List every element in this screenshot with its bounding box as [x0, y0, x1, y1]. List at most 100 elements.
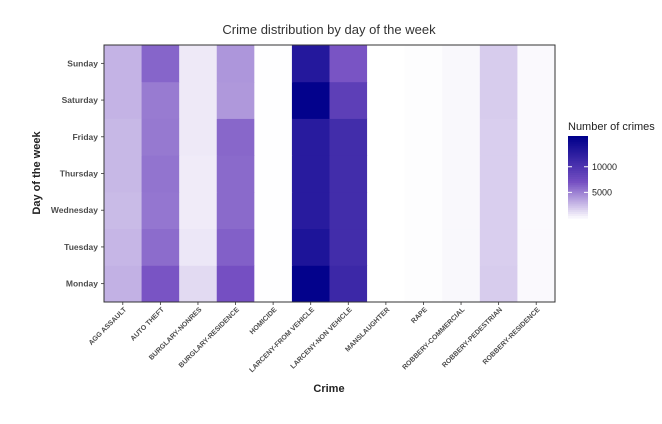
heatmap-cell [367, 155, 406, 193]
legend-colorbar-segment [568, 136, 588, 139]
heatmap-cell [404, 265, 443, 303]
heatmap-cell [517, 228, 556, 266]
heatmap-cell [479, 191, 518, 230]
legend-colorbar-segment [568, 195, 588, 199]
heatmap-cell [479, 228, 518, 266]
legend-colorbar-segment [568, 142, 588, 145]
legend-colorbar-segment [568, 156, 588, 160]
x-tick-label: LARCENY-FROM VEHICLE [248, 306, 316, 374]
heatmap-cell [329, 45, 368, 83]
legend-colorbar-segment [568, 158, 588, 162]
heatmap-cell [104, 45, 143, 83]
legend-colorbar-segment [568, 213, 588, 217]
legend-colorbar-segment [568, 160, 588, 164]
x-axis-ticks: AGG ASSAULT AUTO THEFTBURGLARY-NONRESBURG… [88, 302, 542, 374]
heatmap-cell [216, 228, 255, 266]
heatmap-cell [442, 45, 481, 83]
legend-colorbar-segment [568, 140, 588, 143]
heatmap-cell [517, 265, 556, 303]
heatmap-cell [179, 118, 218, 156]
heatmap-cell [254, 45, 293, 83]
legend-colorbar-segment [568, 166, 588, 170]
x-tick-label: ROBBERY-PEDESTRIAN [441, 306, 504, 369]
heatmap-cell [141, 81, 180, 119]
y-tick-label: Thursday [60, 169, 99, 179]
heatmap-cell [216, 118, 255, 156]
heatmap-cell [404, 228, 443, 266]
heatmap-cell [329, 81, 368, 119]
color-legend: Number of crimes 5000 10000 [568, 121, 655, 219]
heatmap-cell [141, 228, 180, 266]
legend-colorbar-segment [568, 187, 588, 190]
heatmap-cell [367, 81, 406, 119]
y-tick-label: Wednesday [51, 205, 98, 215]
legend-colorbar-segment [568, 207, 588, 211]
heatmap-cell [179, 191, 218, 230]
heatmap-cell [479, 155, 518, 193]
heatmap-cell [254, 118, 293, 156]
heatmap-cell [442, 265, 481, 303]
legend-title: Number of crimes [568, 121, 655, 133]
legend-colorbar-segment [568, 168, 588, 172]
heatmap-cell [404, 155, 443, 193]
x-tick-label: HOMICIDE [249, 306, 279, 336]
heatmap-cell [179, 45, 218, 83]
heatmap-cell [442, 155, 481, 193]
heatmap-cell [141, 265, 180, 303]
heatmap-cell [104, 228, 143, 266]
legend-tick-label: 5000 [592, 187, 612, 197]
legend-colorbar-segment [568, 174, 588, 178]
legend-colorbar-segment [568, 215, 588, 219]
y-tick-label: Sunday [67, 58, 98, 68]
heatmap-cell [442, 228, 481, 266]
legend-colorbar-segment [568, 162, 588, 166]
legend-colorbar-segment [568, 164, 588, 168]
legend-colorbar-segment [568, 189, 588, 192]
heatmap-cell [367, 118, 406, 156]
heatmap-cell [141, 191, 180, 230]
legend-colorbar-segment [568, 154, 588, 158]
heatmap-cell [254, 265, 293, 303]
heatmap-cell [179, 81, 218, 119]
legend-colorbar-segment [568, 144, 588, 147]
legend-colorbar-segment [568, 177, 588, 180]
heatmap-cell [291, 45, 330, 83]
legend-colorbar-segment [568, 152, 588, 156]
heatmap-cell [216, 265, 255, 303]
legend-colorbar-segment [568, 203, 588, 207]
y-tick-label: Saturday [62, 95, 99, 105]
heatmap-cell [517, 45, 556, 83]
heatmap-cell [367, 191, 406, 230]
heatmap-cell [254, 155, 293, 193]
heatmap-cell [291, 155, 330, 193]
heatmap-cell [517, 191, 556, 230]
heatmap-cell [329, 118, 368, 156]
heatmap-cell [442, 118, 481, 156]
heatmap-cell [291, 265, 330, 303]
heatmap-cell [179, 155, 218, 193]
y-axis-label: Day of the week [31, 131, 43, 215]
heatmap-cell [291, 228, 330, 266]
y-axis-ticks: Monday Tuesday Wednesday Thursday Friday Satu… [51, 58, 104, 289]
heatmap-cell [329, 155, 368, 193]
legend-colorbar-segment [568, 185, 588, 188]
legend-colorbar-segment [568, 193, 588, 197]
x-axis-label: Crime [313, 383, 344, 395]
y-tick-label: Friday [72, 132, 98, 142]
heatmap-cell [179, 265, 218, 303]
legend-colorbar-segment [568, 172, 588, 176]
x-tick-label: AGG ASSAULT [88, 306, 129, 347]
x-tick-label: AUTO THEFT [130, 306, 167, 343]
legend-colorbar-segment [568, 197, 588, 201]
heatmap-cell [367, 45, 406, 83]
heatmap-cell [329, 265, 368, 303]
heatmap-cell [104, 155, 143, 193]
legend-colorbar-segment [568, 170, 588, 174]
legend-colorbar-segment [568, 191, 588, 194]
legend-colorbar-segment [568, 138, 588, 141]
heatmap-cell [517, 155, 556, 193]
heatmap-cell [404, 118, 443, 156]
legend-colorbar-segment [568, 205, 588, 209]
heatmap-cell [517, 81, 556, 119]
heatmap-cell [141, 45, 180, 83]
